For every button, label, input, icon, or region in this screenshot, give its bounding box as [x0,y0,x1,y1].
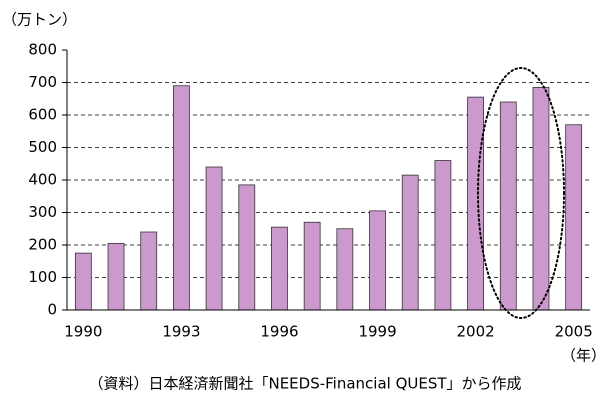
x-tick-label: 1996 [260,323,298,341]
y-tick-label: 700 [28,73,57,91]
bar [369,210,386,311]
bar [565,124,583,311]
bar [434,160,452,311]
y-tick-label: 0 [47,301,57,319]
bar [532,86,550,311]
y-tick-label: 800 [28,41,57,59]
bar [271,226,288,311]
y-tick-label: 400 [28,171,57,189]
bar [401,174,419,311]
x-tick-label: 1990 [64,323,102,341]
x-tick-label: 2005 [555,323,593,341]
bar [140,231,158,311]
y-tick-label: 300 [28,203,57,221]
bar [303,221,321,311]
x-tick-label: 1999 [358,323,396,341]
bar [173,85,190,311]
y-axis-label: （万トン） [2,11,77,29]
y-tick-label: 600 [28,106,57,124]
x-tick-label: 2002 [457,323,495,341]
source-note: （資料）日本経済新聞社「NEEDS-Financial QUEST」から作成 [88,375,521,393]
bar [205,166,223,311]
y-tick-label: 200 [28,236,57,254]
x-tick-label: 1993 [162,323,200,341]
bar [74,252,92,311]
bar [336,228,354,311]
bar [467,96,484,311]
bar [238,184,256,311]
bar [499,101,517,311]
y-tick-label: 500 [28,138,57,156]
x-axis-label: （年） [561,347,606,365]
y-tick-label: 100 [28,268,57,286]
bar [107,242,125,311]
highlight-ellipse [477,67,565,319]
